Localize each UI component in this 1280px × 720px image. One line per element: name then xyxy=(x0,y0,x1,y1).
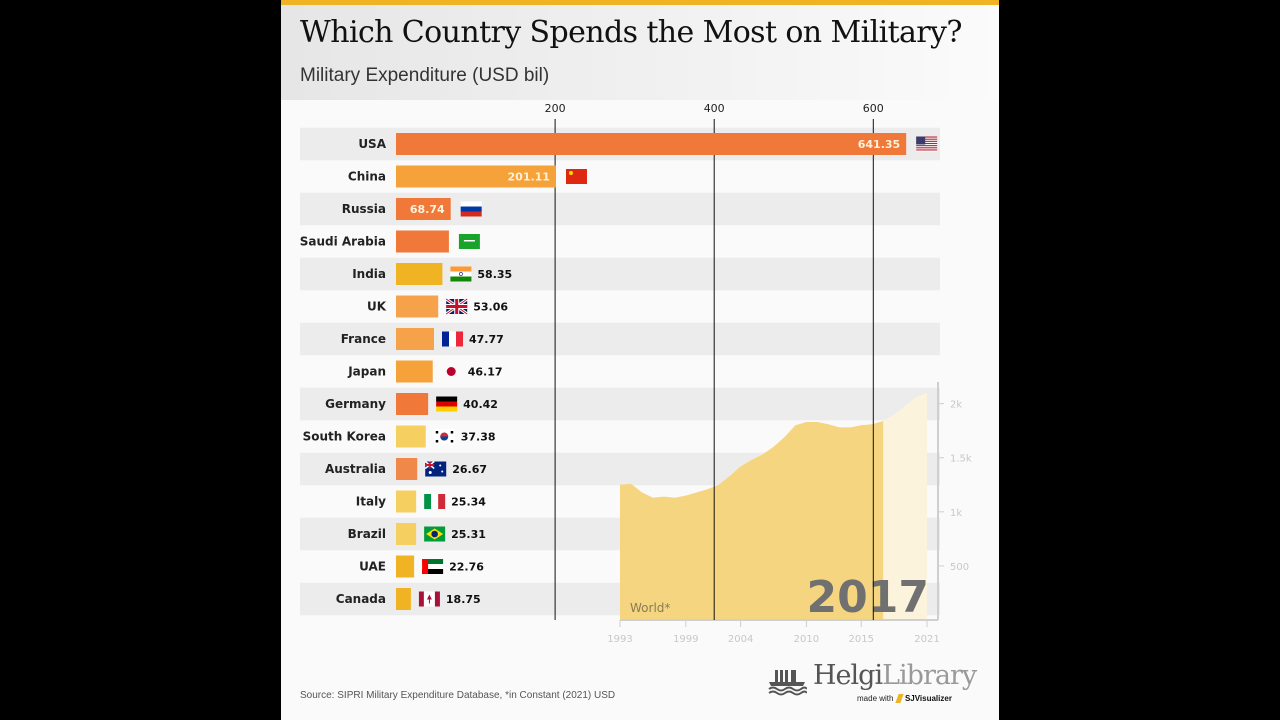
area-y-tick-label: 500 xyxy=(950,562,969,573)
area-x-tick-label: 2004 xyxy=(728,634,753,645)
library-building-icon xyxy=(768,670,807,696)
country-label: Japan xyxy=(347,365,386,379)
country-label: UK xyxy=(367,300,387,314)
country-label: India xyxy=(352,267,386,281)
country-label: France xyxy=(341,332,386,346)
pencil-icon xyxy=(895,694,904,704)
accent-bar xyxy=(281,0,999,5)
area-x-tick-label: 2021 xyxy=(914,634,939,645)
x-tick-label: 200 xyxy=(545,102,566,115)
value-label: 58.35 xyxy=(477,268,512,281)
value-label: 40.42 xyxy=(463,398,498,411)
logo-text: HelgiLibrary xyxy=(813,660,977,691)
value-label: 25.34 xyxy=(451,496,486,509)
value-label: 37.38 xyxy=(461,431,496,444)
logo-text-light: Library xyxy=(882,660,977,691)
uk-flag-icon xyxy=(445,297,469,316)
value-label: 25.31 xyxy=(451,528,486,541)
area-series-label: World* xyxy=(630,601,670,615)
area-x-tick-label: 1999 xyxy=(673,634,698,645)
country-label: Russia xyxy=(342,202,386,216)
bars xyxy=(396,133,907,610)
bar-usa xyxy=(396,133,907,155)
area-x-tick-label: 2015 xyxy=(849,634,874,645)
value-label: 201.11 xyxy=(508,171,550,184)
bar-south-korea xyxy=(396,425,426,448)
us-flag-icon xyxy=(916,136,938,152)
bar-germany xyxy=(396,393,429,415)
world-area-chart: 1993 1999 2004 2010 2015 2021 500 1k 1.5k 2k World… xyxy=(607,382,972,645)
bar-india xyxy=(396,263,443,285)
bar-italy xyxy=(396,490,417,513)
saudi-flag-icon xyxy=(458,234,480,249)
x-tick-label: 600 xyxy=(863,102,884,115)
page-title: Which Country Spends the Most on Militar… xyxy=(300,15,962,50)
logo-text-bold: Helgi xyxy=(813,660,883,691)
country-label: China xyxy=(348,170,386,184)
made-with-brand: SJVisualizer xyxy=(904,694,952,703)
value-label: 46.17 xyxy=(468,366,503,379)
bar-canada xyxy=(396,588,411,610)
brazil-flag-icon xyxy=(424,526,446,542)
bar-uk xyxy=(396,295,439,318)
france-flag-icon xyxy=(442,331,464,347)
area-x-tick-label: 2010 xyxy=(794,634,819,645)
area-y-tick-label: 1k xyxy=(950,508,962,519)
current-year-label: 2017 xyxy=(807,572,929,623)
value-label: 18.75 xyxy=(446,593,481,606)
country-label: Saudi Arabia xyxy=(300,235,386,249)
bar-france xyxy=(396,328,435,350)
area-y-tick-label: 2k xyxy=(950,400,962,411)
japan-flag-icon xyxy=(440,364,462,379)
helgi-library-logo: HelgiLibrary made with SJVisualizer xyxy=(767,660,977,710)
australia-flag-icon xyxy=(424,460,447,477)
bar-china xyxy=(396,165,556,188)
country-label: Australia xyxy=(325,462,386,476)
bar-australia xyxy=(396,458,418,480)
bar-uae xyxy=(396,555,415,578)
country-label: UAE xyxy=(359,560,386,574)
india-flag-icon xyxy=(450,266,472,282)
germany-flag-icon xyxy=(436,396,458,412)
italy-flag-icon xyxy=(424,494,446,509)
made-with-prefix: made with xyxy=(857,694,894,703)
bar-brazil xyxy=(396,523,417,545)
world-area-current xyxy=(620,420,884,620)
value-label: 47.77 xyxy=(469,333,504,346)
country-label: Canada xyxy=(336,592,386,606)
page-subtitle: Military Expenditure (USD bil) xyxy=(300,65,550,86)
china-flag-icon xyxy=(565,169,587,184)
country-label: USA xyxy=(358,137,386,151)
country-label: Brazil xyxy=(348,527,386,541)
value-label: 68.74 xyxy=(410,203,445,216)
value-label: 641.35 xyxy=(858,138,900,151)
source-note: Source: SIPRI Military Expenditure Datab… xyxy=(300,690,616,701)
made-with-credit: made with SJVisualizer xyxy=(857,694,952,704)
country-label: South Korea xyxy=(303,430,386,444)
bar-chart-race: 1993 1999 2004 2010 2015 2021 500 1k 1.5k 2k World… xyxy=(300,102,972,645)
bar-japan xyxy=(396,360,433,383)
country-label: Italy xyxy=(356,495,386,509)
x-tick-label: 400 xyxy=(704,102,725,115)
bar-labels: USA 641.35 China 201.11 Russia 68.74 Saudi Ara… xyxy=(300,136,938,607)
bar-russia xyxy=(396,198,451,220)
infographic-panel: Which Country Spends the Most on Militar… xyxy=(281,0,999,720)
country-label: Germany xyxy=(325,397,386,411)
bar-saudi-arabia xyxy=(396,230,449,253)
value-label: 53.06 xyxy=(473,301,508,314)
area-y-tick-label: 1.5k xyxy=(950,454,972,465)
south-korea-flag-icon xyxy=(433,429,455,444)
value-label: 22.76 xyxy=(449,561,484,574)
canada-flag-icon xyxy=(418,591,440,607)
value-label: 26.67 xyxy=(452,463,487,476)
uae-flag-icon xyxy=(422,559,444,574)
gridlines: 200 400 600 xyxy=(545,102,884,620)
area-x-tick-label: 1993 xyxy=(607,634,632,645)
russia-flag-icon xyxy=(460,201,482,217)
header: Which Country Spends the Most on Militar… xyxy=(281,5,999,100)
